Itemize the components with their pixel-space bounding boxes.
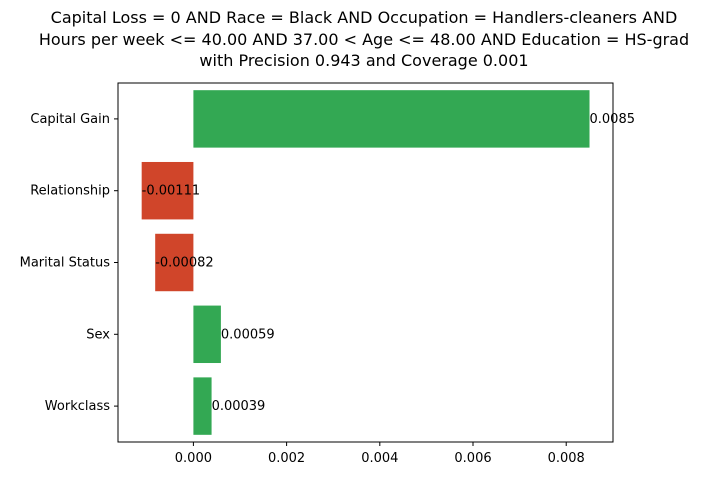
chart-title: Capital Loss = 0 AND Race = Black AND Oc…: [39, 8, 689, 70]
bar-relationship: [141, 161, 194, 220]
bars-group: [141, 90, 590, 435]
y-tick-label: Relationship: [30, 184, 110, 199]
y-tick-label: Workclass: [45, 399, 110, 414]
chart-title-line-3: with Precision 0.943 and Coverage 0.001: [199, 51, 528, 70]
value-labels: 0.0085 -0.00111 -0.00082 0.00059 0.00039: [142, 112, 635, 414]
x-tick-label: 0.002: [268, 451, 305, 466]
x-tick-label: 0.008: [548, 451, 585, 466]
value-label: 0.00039: [212, 399, 266, 414]
y-axis: Capital Gain Relationship Marital Status Se…: [20, 112, 118, 414]
x-tick-label: 0.006: [454, 451, 491, 466]
y-tick-label: Capital Gain: [30, 112, 110, 127]
y-tick-label: Sex: [86, 327, 110, 342]
value-label: -0.00111: [142, 184, 200, 199]
bar-capital-gain: [193, 90, 590, 148]
value-label: 0.00059: [221, 327, 275, 342]
bar-sex: [193, 305, 221, 364]
x-axis: 0.000 0.002 0.004 0.006 0.008: [175, 442, 585, 466]
x-tick-label: 0.000: [175, 451, 212, 466]
chart-title-line-2: Hours per week <= 40.00 AND 37.00 < Age …: [39, 30, 689, 49]
value-label: 0.0085: [590, 112, 636, 127]
chart-title-line-1: Capital Loss = 0 AND Race = Black AND Oc…: [51, 8, 678, 27]
bar-workclass: [193, 377, 212, 435]
value-label: -0.00082: [155, 256, 213, 271]
y-tick-label: Marital Status: [20, 256, 111, 271]
plot-area-frame: [117, 82, 614, 443]
x-tick-label: 0.004: [361, 451, 398, 466]
bar-marital-status: [155, 233, 194, 292]
